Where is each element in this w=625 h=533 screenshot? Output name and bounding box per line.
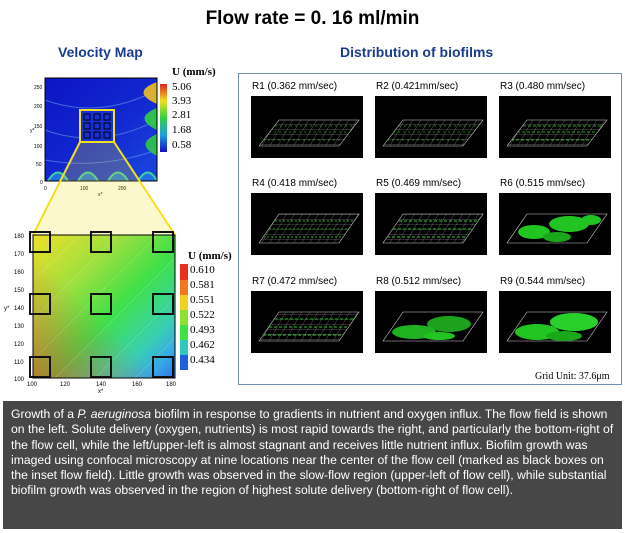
zoom-x-tick: 140: [96, 382, 107, 388]
overview-x-tick: 100: [80, 186, 89, 192]
overview-y-tick: 250: [34, 85, 43, 91]
zoom-x-tick: 160: [132, 382, 143, 388]
biofilm-image-r2: [375, 96, 487, 158]
overview-flow-plot: [44, 77, 158, 182]
figure-caption: Growth of a P. aeruginosa biofilm in res…: [3, 401, 622, 529]
biofilm-cell-label: R7 (0.472 mm/sec): [252, 276, 338, 287]
zoom-y-label: y*: [4, 306, 10, 312]
sampling-boxes: [29, 231, 174, 378]
biofilm-cell-label: R3 (0.480 mm/sec): [500, 81, 586, 92]
overview-legend-value: 5.06: [172, 81, 192, 93]
overview-x-label: x*: [98, 192, 103, 198]
overview-y-tick: 0: [40, 180, 43, 186]
biofilm-image-r1: [251, 96, 363, 158]
biofilm-cell-label: R1 (0.362 mm/sec): [252, 81, 338, 92]
biofilm-cell-label: R5 (0.469 mm/sec): [376, 178, 462, 189]
biofilm-panel: R1 (0.362 mm/sec) R2 (0.421mm/sec) R3 (0…: [238, 73, 622, 385]
overview-y-tick: 100: [34, 144, 43, 150]
overview-legend-value: 2.81: [172, 109, 192, 121]
biofilm-cell-label: R8 (0.512 mm/sec): [376, 276, 462, 287]
overview-x-tick: 200: [118, 186, 127, 192]
overview-legend-colorbar: [160, 84, 167, 152]
overview-y-tick: 150: [34, 124, 43, 130]
zoom-legend-value: 0.551: [190, 294, 215, 306]
zoom-y-tick: 120: [14, 342, 25, 348]
zoom-y-tick: 110: [14, 360, 24, 366]
zoom-y-tick: 180: [14, 234, 25, 240]
zoom-legend-colorbar: [180, 264, 188, 370]
zoom-x-tick: 100: [27, 382, 38, 388]
zoom-y-tick: 170: [14, 252, 25, 258]
zoom-legend-title: U (mm/s): [188, 250, 232, 262]
overview-legend-value: 3.93: [172, 95, 192, 107]
zoom-y-tick: 130: [14, 324, 25, 330]
overview-y-label: y*: [30, 128, 35, 134]
zoom-legend-value: 0.610: [190, 264, 215, 276]
zoom-legend-value: 0.522: [190, 309, 215, 321]
biofilm-cell-label: R9 (0.544 mm/sec): [500, 276, 586, 287]
zoom-x-tick: 120: [60, 382, 71, 388]
overview-legend-title: U (mm/s): [172, 66, 216, 78]
zoom-legend-value: 0.581: [190, 279, 215, 291]
zoom-axes: 180 170 160 150 140 130 120 110 100 100 …: [4, 234, 177, 395]
overview-y-tick: 50: [36, 162, 42, 168]
grid-unit-label: Grid Unit: 37.6μm: [535, 371, 610, 382]
zoom-legend-value: 0.462: [190, 339, 215, 351]
velocity-map-heading: Velocity Map: [58, 44, 143, 60]
biofilm-image-r8: [375, 291, 487, 353]
biofilm-image-r6: [499, 193, 611, 255]
biofilm-image-r4: [251, 193, 363, 255]
zoom-y-tick: 100: [14, 377, 25, 383]
overview-legend-value: 1.68: [172, 124, 192, 136]
zoom-x-tick: 180: [166, 382, 177, 388]
overview-y-tick: 200: [34, 104, 43, 110]
zoom-y-tick: 160: [14, 270, 25, 276]
biofilm-cell-label: R6 (0.515 mm/sec): [500, 178, 586, 189]
velocity-map-figure: 250 200 150 100 50 0 0 100 200 x* y*: [4, 77, 188, 395]
caption-text-start: Growth of a: [11, 407, 78, 421]
biofilm-cell-label: R2 (0.421mm/sec): [376, 81, 459, 92]
overview-axes: 250 200 150 100 50 0 0 100 200 x* y*: [30, 85, 127, 198]
zoom-y-tick: 140: [14, 306, 25, 312]
page-title: Flow rate = 0. 16 ml/min: [205, 8, 420, 29]
biofilm-image-r7: [251, 291, 363, 353]
caption-text-rest: biofilm in response to gradients in nutr…: [11, 407, 614, 498]
biofilm-images: [251, 96, 611, 353]
biofilm-image-r9: [499, 291, 611, 353]
overview-legend-value: 0.58: [172, 139, 192, 151]
biofilm-image-r3: [499, 96, 611, 158]
zoom-x-label: x*: [98, 389, 104, 395]
caption-species-name: P. aeruginosa: [77, 407, 152, 421]
zoom-legend-value: 0.434: [190, 354, 215, 366]
biofilm-cell-label: R4 (0.418 mm/sec): [252, 178, 338, 189]
zoom-legend-value: 0.493: [190, 324, 215, 336]
zoom-y-tick: 150: [14, 288, 25, 294]
overview-x-tick: 0: [44, 186, 47, 192]
biofilm-distribution-heading: Distribution of biofilms: [340, 44, 494, 60]
biofilm-image-r5: [375, 193, 487, 255]
zoomed-flow-plot: [29, 231, 176, 379]
